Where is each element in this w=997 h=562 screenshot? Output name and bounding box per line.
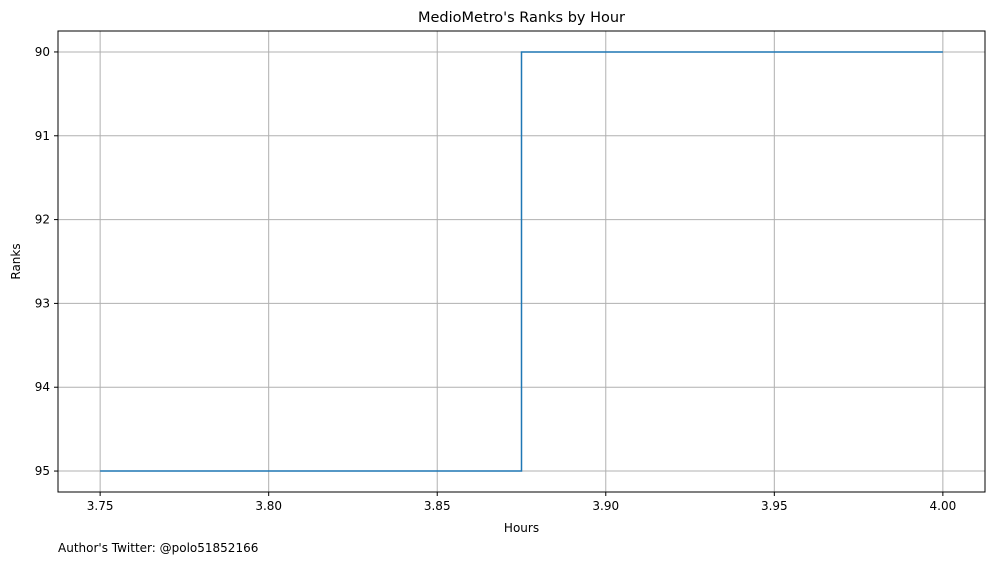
x-tick-label: 3.75: [87, 499, 114, 513]
x-tick-label: 3.95: [761, 499, 788, 513]
y-tick-label: 92: [35, 213, 50, 227]
y-tick-label: 93: [35, 296, 50, 310]
x-tick-label: 3.80: [255, 499, 282, 513]
x-axis: 3.75 3.80 3.85 3.90 3.95 4.00: [87, 492, 956, 513]
y-tick-label: 95: [35, 464, 50, 478]
plot-frame: [57, 30, 986, 493]
chart-title: MedioMetro's Ranks by Hour: [418, 10, 625, 26]
series-group: [100, 51, 943, 472]
y-tick-label: 90: [35, 45, 50, 59]
y-axis-label: Ranks: [9, 243, 23, 279]
x-axis-label: Hours: [504, 521, 539, 535]
y-tick-label: 94: [35, 380, 50, 394]
x-tick-label: 3.90: [592, 499, 619, 513]
x-tick-label: 4.00: [930, 499, 957, 513]
rank-step-line: [100, 51, 943, 472]
y-tick-label: 91: [35, 129, 50, 143]
x-tick-label: 3.85: [424, 499, 451, 513]
author-footnote: Author's Twitter: @polo51852166: [58, 541, 258, 555]
y-axis: 90 91 92 93 94 95: [35, 45, 58, 478]
